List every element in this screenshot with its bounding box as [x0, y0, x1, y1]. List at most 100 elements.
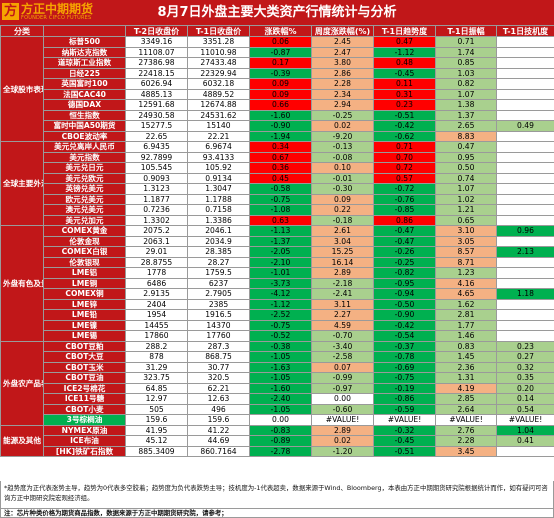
trend-cell: 0.57 [373, 172, 436, 184]
asset-name: 纳斯达克指数 [43, 46, 126, 58]
asset-name: 伦敦银现 [43, 256, 126, 268]
change-pct-cell: -1.01 [249, 267, 312, 279]
amplitude-cell: 8.83 [435, 130, 497, 142]
change-pct-cell: 0.36 [249, 162, 312, 174]
trend-cell: -0.78 [373, 351, 436, 363]
weekly-change-cell: 0.22 [311, 204, 374, 216]
trend-cell: -0.25 [373, 256, 436, 268]
header-category: 分类 [0, 25, 44, 37]
technical-cell: 0.20 [496, 382, 554, 394]
change-pct-cell: -1.13 [249, 225, 312, 237]
weekly-change-cell: 4.59 [311, 319, 374, 331]
t1-close-cell: 320.5 [187, 372, 250, 384]
change-pct-cell: 0.66 [249, 99, 312, 111]
t1-close-cell: 6237 [187, 277, 250, 289]
t2-close-cell: 505 [125, 403, 188, 415]
t2-close-cell: 27386.98 [125, 57, 188, 69]
change-pct-cell: -4.12 [249, 288, 312, 300]
table-row: 伦敦金现 2063.1 2034.9 -1.37 3.04 -0.47 3.05 [1, 235, 554, 247]
trend-cell: -0.26 [373, 246, 436, 258]
t2-close-cell: 1.3123 [125, 183, 188, 195]
technical-cell: 0.54 [496, 403, 554, 415]
change-pct-cell: 0.45 [249, 172, 312, 184]
t2-close-cell: 878 [125, 351, 188, 363]
amplitude-cell: 4.16 [435, 277, 497, 289]
report-header: 方 方正中期期货 FOUNDER CIFCO FUTURES 8月7日外盘主要大… [0, 0, 554, 25]
technical-cell: 0.32 [496, 361, 554, 373]
amplitude-cell: 0.65 [435, 214, 497, 226]
asset-name: 美元兑离岸人民币 [43, 141, 126, 153]
weekly-change-cell: -0.60 [311, 403, 374, 415]
t2-close-cell: 28.8755 [125, 256, 188, 268]
table-row: LME锌 2404 2385 -1.12 3.11 -0.50 1.62 [1, 298, 554, 310]
table-row: 恒生指数 24930.58 24531.62 -1.60 -0.25 -0.51 1.37 [1, 109, 554, 121]
t2-close-cell: 24930.58 [125, 109, 188, 121]
weekly-change-cell: 2.45 [311, 36, 374, 48]
report-title: 8月7日外盘主要大类资产行情统计与分析 [157, 5, 397, 20]
asset-name: COMEX铜 [43, 288, 126, 300]
table-row: 全球主要外汇表现美元兑离岸人民币6.94356.96740.34-0.130.7… [0, 141, 554, 226]
table-row: 法国CAC40 4885.13 4889.52 0.09 2.34 0.31 1.07 [1, 88, 554, 100]
header-amplitude: T-1日振幅 [435, 25, 497, 37]
table-row: 3号棕榈油 159.6 159.6 0.00 #VALUE! #VALUE! #VALUE!… [1, 414, 554, 426]
weekly-change-cell: -2.18 [311, 277, 374, 289]
weekly-change-cell: 15.25 [311, 246, 374, 258]
logo-subtext: FOUNDER CIFCO FUTURES [21, 15, 92, 21]
t1-close-cell: 1.3047 [187, 183, 250, 195]
technical-cell [496, 193, 554, 205]
trend-cell: -0.72 [373, 183, 436, 195]
change-pct-cell: -2.40 [249, 393, 312, 405]
technical-cell [496, 172, 554, 184]
header-change-pct: 涨跌幅% [249, 25, 312, 37]
t1-close-cell: 93.4133 [187, 151, 250, 163]
amplitude-cell: 1.38 [435, 99, 497, 111]
change-pct-cell: 0.09 [249, 88, 312, 100]
amplitude-cell: 1.07 [435, 88, 497, 100]
t1-close-cell: 22.21 [187, 130, 250, 142]
amplitude-cell: 1.45 [435, 351, 497, 363]
trend-cell: 0.86 [373, 214, 436, 226]
technical-cell [496, 141, 554, 153]
change-pct-cell: -2.52 [249, 309, 312, 321]
table-row: 美元指数 92.7899 93.4133 0.67 -0.08 0.70 0.95 [1, 151, 554, 163]
trend-cell: 0.71 [373, 141, 436, 153]
technical-cell: 0.96 [496, 225, 554, 237]
amplitude-cell: 3.05 [435, 235, 497, 247]
t1-close-cell: 44.69 [187, 435, 250, 447]
header-technical: T-1日技机度 [496, 25, 554, 37]
asset-name: LME镍 [43, 319, 126, 331]
amplitude-cell: 2.28 [435, 435, 497, 447]
change-pct-cell: 0.17 [249, 57, 312, 69]
weekly-change-cell: 2.27 [311, 309, 374, 321]
amplitude-cell: 2.76 [435, 424, 497, 436]
weekly-change-cell: -0.70 [311, 330, 374, 342]
t2-close-cell: 4885.13 [125, 88, 188, 100]
trend-cell: -0.42 [373, 319, 436, 331]
trend-cell: -0.32 [373, 424, 436, 436]
trend-cell: -0.47 [373, 225, 436, 237]
header-t1-close: T-1日收盘价 [187, 25, 250, 37]
table-row: 英镑兑美元 1.3123 1.3047 -0.58 -0.30 -0.72 1.07 [1, 183, 554, 195]
t2-close-cell: 2063.1 [125, 235, 188, 247]
change-pct-cell: -1.05 [249, 372, 312, 384]
asset-name: CBOT豆粕 [43, 340, 126, 352]
technical-cell [496, 309, 554, 321]
weekly-change-cell: 0.02 [311, 120, 374, 132]
weekly-change-cell: -2.58 [311, 351, 374, 363]
header-t2-close: T-2日收盘价 [125, 25, 188, 37]
table-row: 外盘有色及贵金属表现COMEX黄金2075.22046.1-1.132.61-0… [0, 225, 554, 342]
trend-cell: #VALUE! [373, 414, 436, 426]
t1-close-cell: 2385 [187, 298, 250, 310]
weekly-change-cell: 2.34 [311, 88, 374, 100]
t2-close-cell: 15277.5 [125, 120, 188, 132]
amplitude-cell: 8.57 [435, 246, 497, 258]
amplitude-cell: 4.65 [435, 288, 497, 300]
asset-name: COMEX黄金 [43, 225, 126, 237]
trend-cell: -0.42 [373, 120, 436, 132]
asset-name: 美元兑日元 [43, 162, 126, 174]
t2-close-cell: 22.65 [125, 130, 188, 142]
asset-name: LME铅 [43, 309, 126, 321]
footnote: *趋势度为正代表涨势主导，趋势为0代表多空胶着；趋势度为负代表跌势主导；技机度为… [0, 481, 554, 509]
asset-name: 恒生指数 [43, 109, 126, 121]
change-pct-cell: -1.08 [249, 204, 312, 216]
